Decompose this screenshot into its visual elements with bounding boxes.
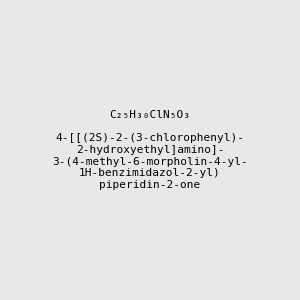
Text: C₂₅H₃₀ClN₅O₃

4-[[(2S)-2-(3-chlorophenyl)-
2-hydroxyethyl]amino]-
3-(4-methyl-6-: C₂₅H₃₀ClN₅O₃ 4-[[(2S)-2-(3-chlorophenyl)… — [52, 110, 248, 190]
